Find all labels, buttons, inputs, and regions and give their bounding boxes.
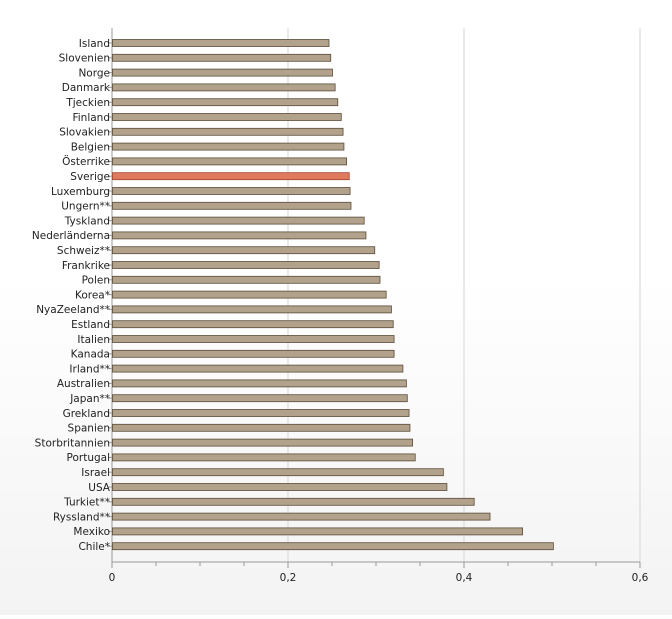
- y-category-label: Tjeckien: [65, 97, 110, 109]
- bar: [112, 187, 351, 195]
- x-tick-label: 0,4: [456, 572, 473, 584]
- y-category-label: Estland: [71, 319, 110, 331]
- bar: [112, 453, 416, 462]
- bar: [112, 468, 444, 477]
- x-tick-label: 0,6: [632, 572, 649, 584]
- bar: [112, 409, 410, 417]
- bar: [112, 216, 365, 225]
- bar: [112, 335, 395, 343]
- bar: [112, 483, 448, 491]
- bar: [112, 83, 336, 92]
- bar: [112, 127, 344, 136]
- bar: [112, 142, 345, 151]
- y-category-label: Mexiko: [73, 526, 110, 538]
- y-category-label: Japan**: [69, 393, 110, 405]
- bar: [112, 364, 404, 373]
- y-category-label: Irland**: [69, 363, 110, 375]
- x-tick-label: 0,2: [280, 572, 297, 584]
- y-category-label: Slovenien: [59, 53, 110, 65]
- y-category-label: Nederländerna: [32, 230, 110, 242]
- bar: [112, 246, 376, 255]
- y-category-label: Frankrike: [62, 260, 110, 272]
- x-tick-label: 0: [109, 572, 116, 584]
- y-category-label: Grekland: [63, 408, 110, 420]
- bar: [112, 113, 342, 121]
- y-category-label: Schweiz**: [57, 245, 110, 257]
- y-category-label: Belgien: [71, 141, 110, 153]
- bar: [112, 275, 381, 284]
- y-category-label: Finland: [72, 112, 110, 124]
- bar: [112, 379, 407, 388]
- y-category-label: Spanien: [68, 423, 110, 435]
- y-category-label: Slovakien: [59, 127, 110, 139]
- y-category-label: Australien: [57, 378, 110, 390]
- bar-highlighted: [112, 172, 350, 181]
- bar: [112, 231, 367, 240]
- y-category-label: Italien: [77, 334, 110, 346]
- y-category-label: Luxemburg: [51, 186, 110, 198]
- bar: [112, 394, 408, 403]
- bar: [112, 527, 523, 536]
- bar: [112, 349, 395, 358]
- y-category-label: Storbritannien: [35, 437, 110, 449]
- bar: [112, 98, 339, 107]
- bar: [112, 39, 330, 47]
- bar: [112, 320, 394, 329]
- y-category-label: Israel: [81, 467, 110, 479]
- y-category-label: NyaZeeland**: [36, 304, 110, 316]
- y-category-label: Norge: [78, 67, 110, 79]
- y-category-label: Ungern**: [61, 201, 110, 213]
- bar: [112, 290, 387, 299]
- y-category-label: Portugal: [67, 452, 111, 464]
- y-category-label: Chile*: [78, 541, 110, 553]
- bar: [112, 261, 380, 269]
- bar: [112, 53, 332, 62]
- bar: [112, 438, 413, 447]
- y-category-label: Danmark: [62, 82, 111, 94]
- bar: [112, 497, 475, 506]
- y-category-label: Polen: [82, 275, 110, 287]
- bar: [112, 423, 411, 432]
- bar: [112, 542, 554, 551]
- y-category-label: Island: [79, 38, 110, 50]
- y-category-label: Kanada: [71, 349, 110, 361]
- bar: [112, 68, 333, 77]
- y-category-label: Korea*: [75, 289, 110, 301]
- y-category-label: Österrike: [62, 155, 110, 168]
- y-category-label: Turkiet**: [63, 497, 110, 509]
- y-category-label: Sverige: [70, 171, 110, 183]
- bar: [112, 201, 352, 210]
- bar: [112, 157, 347, 166]
- y-category-label: Tyskland: [64, 215, 110, 227]
- bar: [112, 512, 491, 521]
- bar: [112, 305, 392, 314]
- y-category-label: USA: [88, 482, 111, 494]
- y-category-label: Ryssland**: [53, 511, 110, 523]
